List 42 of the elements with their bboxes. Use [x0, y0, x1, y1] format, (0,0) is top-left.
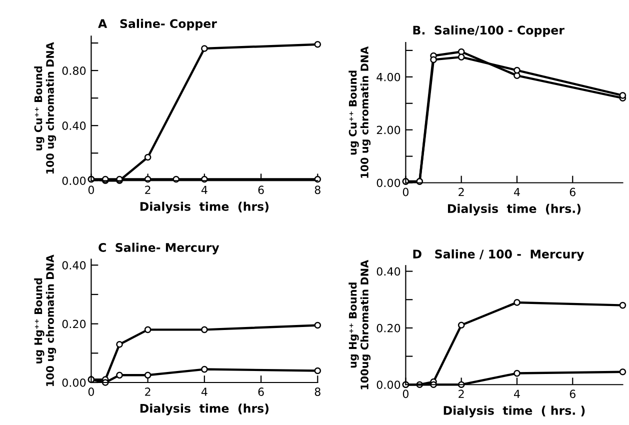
y-axis-title: ug Cu⁺⁺ Bound 100 ug chromatin DNA [348, 46, 371, 178]
x-tick-label: 0 [88, 388, 94, 396]
y-tick-label: 0.40 [62, 261, 86, 270]
y-tick-label: 0.20 [62, 320, 86, 328]
x-tick-label: 4 [514, 390, 520, 398]
x-tick-label: 2 [458, 188, 464, 196]
x-tick-label: 4 [201, 186, 208, 194]
x-tick-label: 8 [314, 388, 320, 396]
y-tick-label: 0.00 [376, 178, 400, 188]
x-tick-label: 0 [402, 188, 408, 196]
x-tick-label: 4 [201, 388, 208, 396]
x-tick-label: 2 [145, 388, 150, 396]
x-tick-label: 4 [514, 188, 520, 196]
y-tick-label: 0.00 [62, 176, 86, 186]
x-tick-label: 6 [570, 390, 576, 398]
x-tick-label: 2 [145, 186, 150, 194]
y-tick-label: 0.80 [62, 66, 86, 75]
x-axis-title: Dialysis time (hrs) [140, 404, 268, 416]
x-axis-title: Dialysis time (hrs) [140, 202, 268, 214]
y-tick-label: 0.00 [376, 380, 400, 390]
y-axis-title: ug Hg⁺⁺ Bound 100 ug chromatin DNA [34, 254, 56, 386]
y-tick-label: 0.40 [376, 267, 400, 276]
x-tick-label: 0 [88, 186, 94, 194]
x-tick-label: 0 [402, 390, 408, 398]
y-tick-label: 2.00 [376, 126, 400, 134]
chart-title: A Saline- Copper [98, 18, 217, 30]
y-axis-title: ug Cu⁺⁺ Bound 100 ug chromatin DNA [34, 42, 56, 174]
x-axis-title: Dialysis time (hrs.) [448, 204, 581, 216]
x-tick-label: 6 [570, 188, 576, 196]
x-tick-label: 2 [458, 390, 464, 398]
y-tick-label: 0.20 [376, 324, 400, 332]
chart-title: C Saline- Mercury [98, 242, 220, 254]
x-tick-label: 8 [314, 186, 320, 194]
chart-title: B. Saline/100 - Copper [413, 25, 564, 37]
chart-title: D Saline / 100 - Mercury [413, 249, 584, 261]
y-tick-label: 0.40 [62, 122, 86, 130]
y-tick-label: 4.00 [376, 72, 400, 82]
y-tick-label: 0.00 [62, 378, 86, 387]
x-tick-label: 6 [258, 186, 264, 194]
x-tick-label: 6 [258, 388, 264, 396]
x-axis-title: Dialysis time ( hrs. ) [444, 406, 585, 418]
y-axis-title: ug Hg⁺⁺ Bound 100ug Chromatin DNA [348, 260, 371, 390]
